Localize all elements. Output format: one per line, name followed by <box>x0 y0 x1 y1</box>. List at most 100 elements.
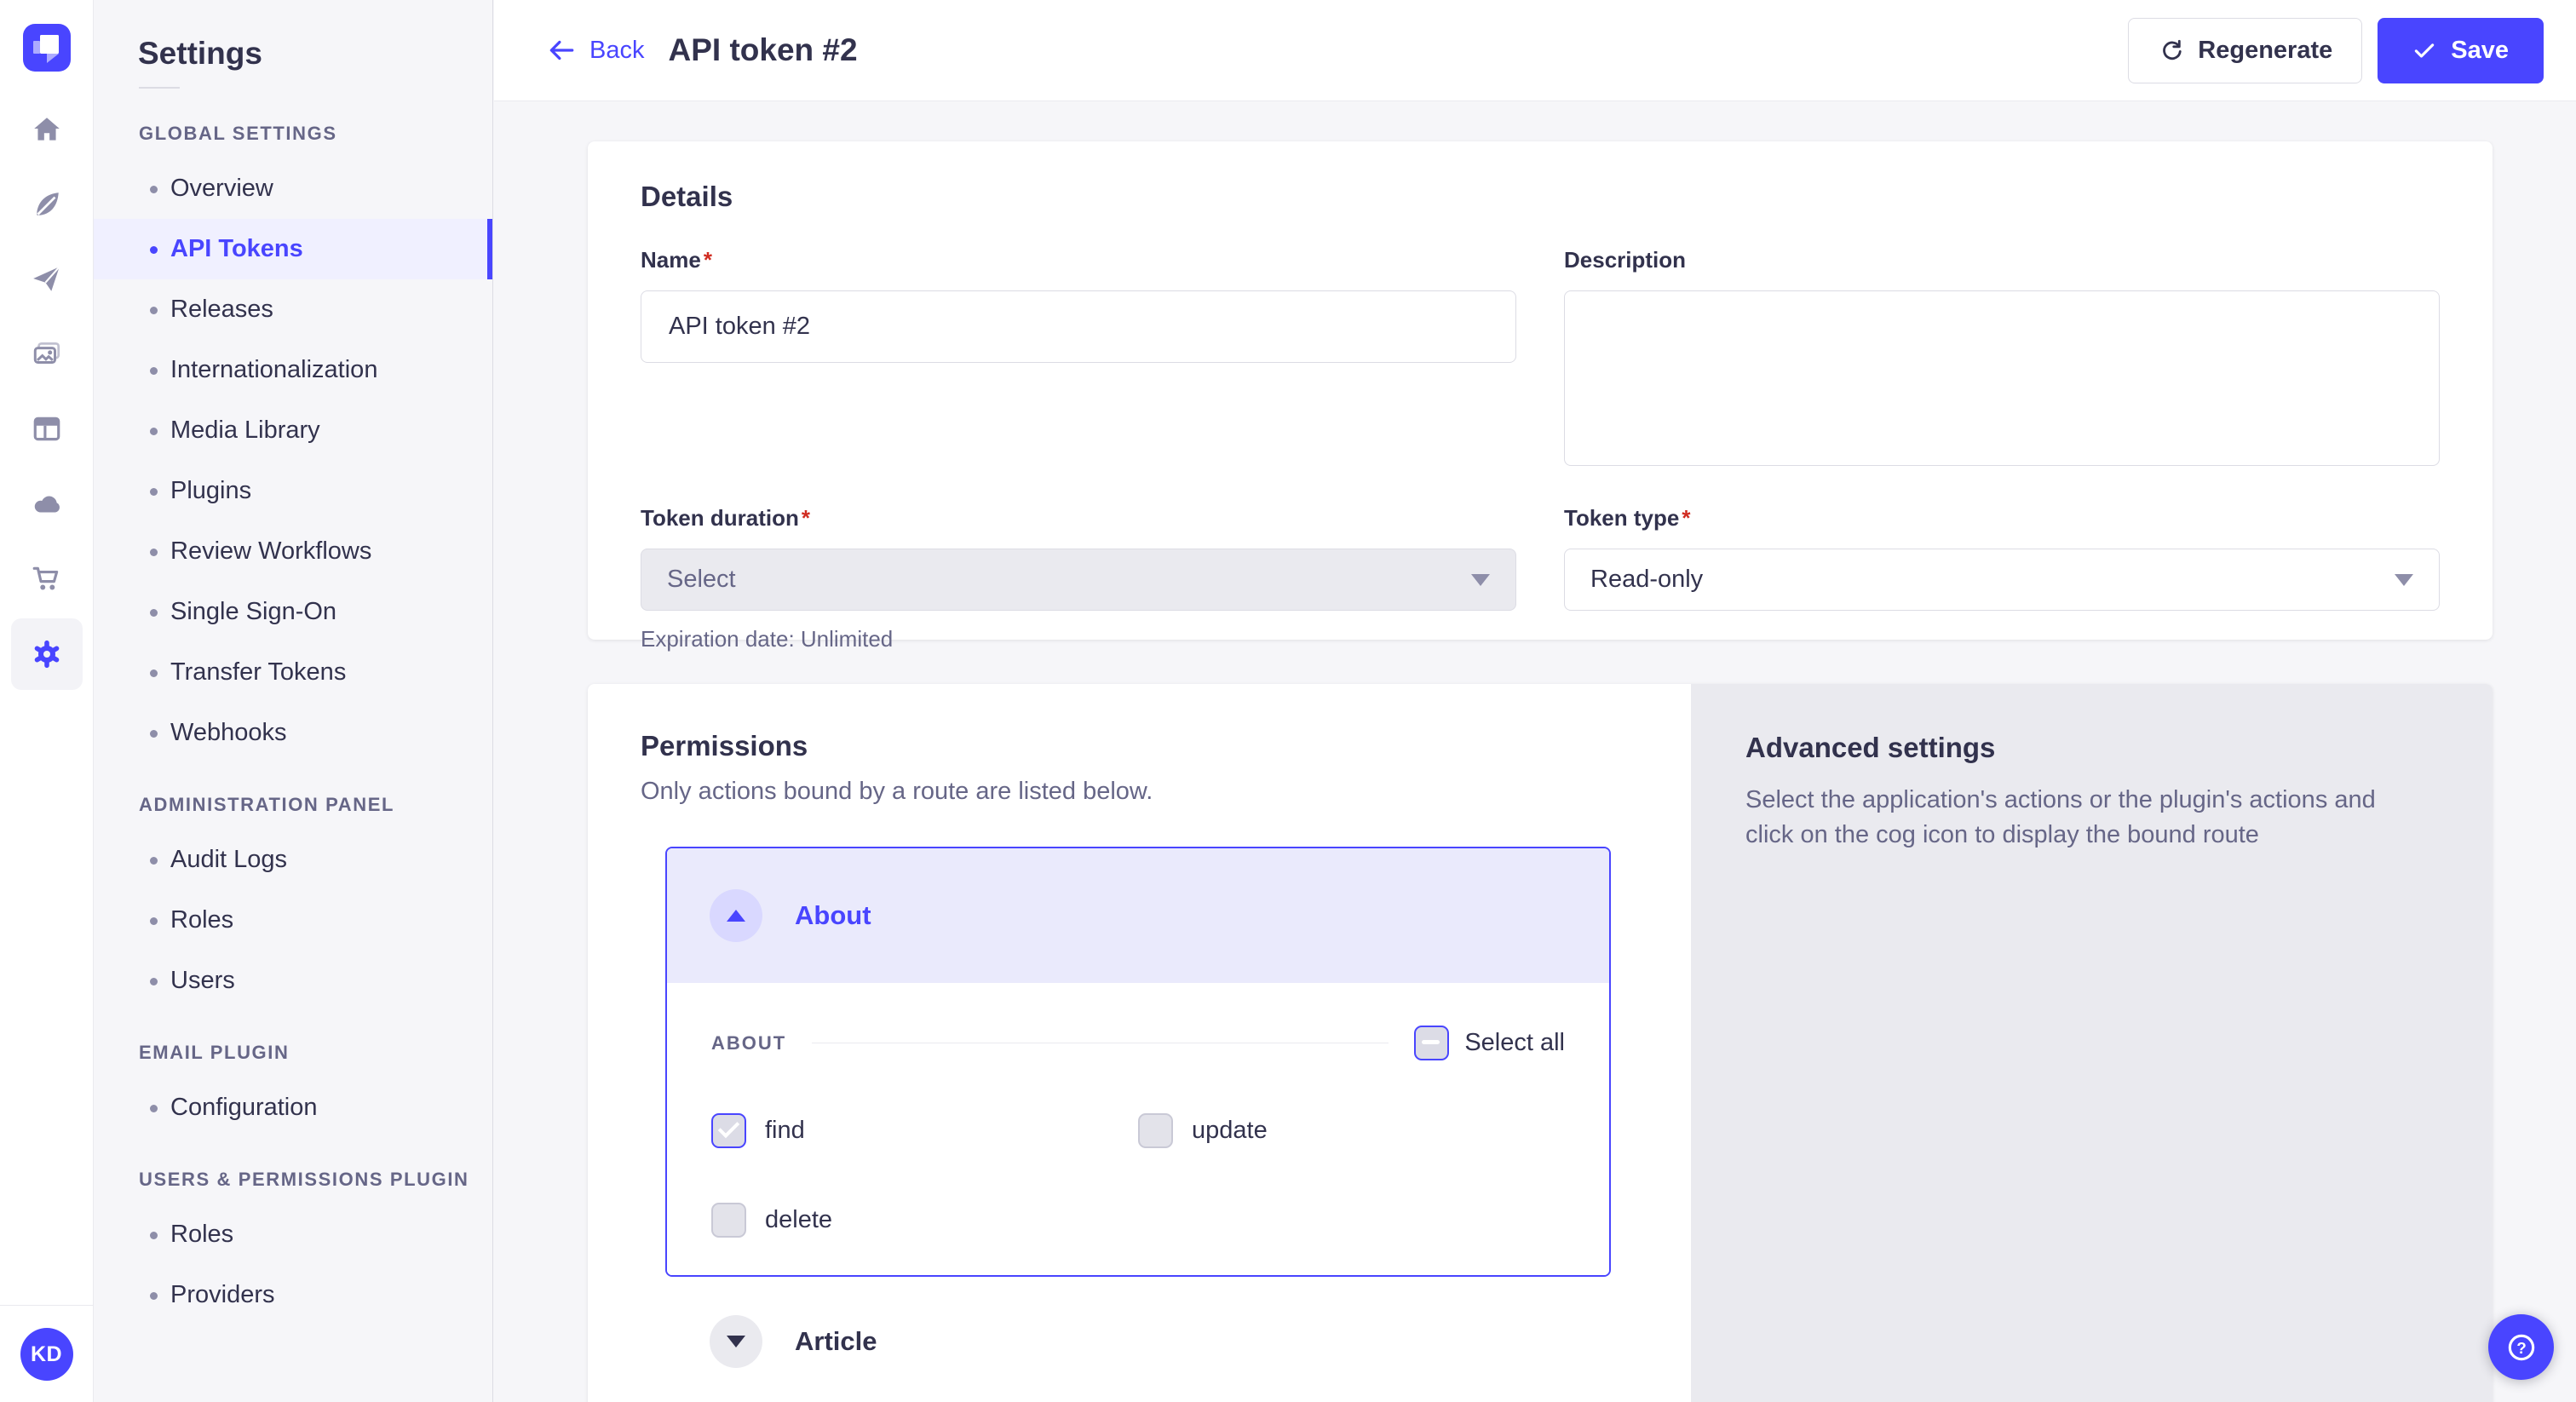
check-icon <box>2415 43 2435 58</box>
sidebar-item-media-library[interactable]: Media Library <box>94 400 492 461</box>
advanced-settings-title: Advanced settings <box>1745 732 1996 763</box>
main-content: Details Name * API token #2 Description T… <box>494 101 2576 1402</box>
sidebar-item-overview[interactable]: Overview <box>94 158 492 219</box>
action-checkbox[interactable] <box>711 1113 746 1148</box>
refresh-icon <box>2163 39 2182 60</box>
permission-action-delete[interactable]: delete <box>711 1203 1138 1238</box>
page-title: API token #2 <box>668 32 858 67</box>
strapi-logo-icon[interactable] <box>22 24 71 72</box>
permission-action-find[interactable]: find <box>711 1113 1138 1148</box>
sidebar-item-label: Overview <box>170 175 273 202</box>
required-asterisk: * <box>1682 505 1691 531</box>
required-asterisk: * <box>801 505 810 531</box>
sidebar-item-webhooks[interactable]: Webhooks <box>94 703 492 763</box>
action-checkbox[interactable] <box>711 1203 746 1238</box>
required-asterisk: * <box>703 247 712 273</box>
permission-action-update[interactable]: update <box>1138 1113 1565 1148</box>
select-all-control[interactable]: Select all <box>1414 1026 1565 1060</box>
bullet-icon <box>150 608 158 617</box>
svg-text:?: ? <box>2516 1339 2527 1357</box>
token-type-field-group: Token type * Read-only <box>1564 505 2440 652</box>
sidebar-item-label: Releases <box>170 296 273 323</box>
action-checkbox[interactable] <box>1138 1113 1173 1148</box>
sidebar-item-label: Configuration <box>170 1094 318 1121</box>
accordion-about-header[interactable]: About <box>667 848 1609 983</box>
sidebar-item-label: Providers <box>170 1281 275 1308</box>
help-button[interactable]: ? <box>2488 1314 2554 1380</box>
sidebar-item-releases[interactable]: Releases <box>94 279 492 340</box>
sidebar-item-label: Roles <box>170 1221 234 1248</box>
permissions-section: Permissions Only actions bound by a rout… <box>588 684 2493 1402</box>
about-section-label: ABOUT <box>711 1031 787 1054</box>
rail-divider <box>0 1305 93 1306</box>
permissions-title: Permissions <box>641 730 808 761</box>
expand-toggle[interactable] <box>710 1314 762 1368</box>
back-link[interactable]: Back <box>547 36 644 65</box>
sidebar-item-single-sign-on[interactable]: Single Sign-On <box>94 582 492 642</box>
advanced-settings-panel: Advanced settings Select the application… <box>1691 684 2493 1402</box>
settings-sidebar: Settings GLOBAL SETTINGS Overview API To… <box>94 0 493 1402</box>
sidebar-item-plugins[interactable]: Plugins <box>94 461 492 521</box>
arrow-left-icon <box>549 40 574 60</box>
cart-icon[interactable] <box>11 543 83 615</box>
description-label: Description <box>1564 247 1687 273</box>
sidebar-item-label: Transfer Tokens <box>170 658 347 686</box>
sidebar-item-label: Review Workflows <box>170 537 372 565</box>
sidebar-title-divider <box>139 87 180 89</box>
sidebar-item-configuration[interactable]: Configuration <box>94 1077 492 1138</box>
sidebar-item-providers[interactable]: Providers <box>94 1265 492 1325</box>
permissions-subtitle: Only actions bound by a route are listed… <box>641 778 1153 805</box>
help-question-icon: ? <box>2508 1334 2534 1360</box>
accordion-about: About ABOUT Select all <box>665 847 1611 1277</box>
bullet-icon <box>150 977 158 985</box>
sidebar-item-roles[interactable]: Roles <box>94 1204 492 1265</box>
sidebar-section-administration-panel: ADMINISTRATION PANEL <box>139 794 395 815</box>
select-all-label: Select all <box>1464 1029 1565 1056</box>
feather-icon[interactable] <box>11 169 83 240</box>
action-label: update <box>1192 1117 1268 1144</box>
settings-icon[interactable] <box>10 618 83 690</box>
sidebar-item-users[interactable]: Users <box>94 951 492 1011</box>
sidebar-item-internationalization[interactable]: Internationalization <box>94 340 492 400</box>
sidebar-section-global-settings: GLOBAL SETTINGS <box>139 123 337 144</box>
details-card: Details Name * API token #2 Description T… <box>588 141 2493 652</box>
sidebar-item-label: Internationalization <box>170 356 378 383</box>
details-title: Details <box>641 181 733 212</box>
cloud-icon[interactable] <box>11 468 83 540</box>
sidebar-item-label: Roles <box>170 906 234 934</box>
sidebar-item-api-tokens[interactable]: API Tokens <box>94 219 492 279</box>
bullet-icon <box>150 306 158 314</box>
user-avatar[interactable]: KD <box>20 1328 73 1381</box>
sidebar-item-audit-logs[interactable]: Audit Logs <box>94 830 492 890</box>
save-button[interactable]: Save <box>2378 17 2544 83</box>
regenerate-button[interactable]: Regenerate <box>2128 17 2363 83</box>
token-duration-field-group: Token duration * Select Expiration date: … <box>641 505 1516 652</box>
sidebar-item-roles[interactable]: Roles <box>94 890 492 951</box>
sidebar-item-label: Webhooks <box>170 719 287 746</box>
home-icon[interactable] <box>11 94 83 165</box>
description-field-group: Description <box>1564 247 2440 466</box>
select-all-checkbox[interactable] <box>1414 1026 1450 1060</box>
bullet-icon <box>150 1231 158 1239</box>
token-duration-select[interactable]: Select <box>641 549 1516 611</box>
sidebar-item-review-workflows[interactable]: Review Workflows <box>94 521 492 582</box>
paper-plane-icon[interactable] <box>11 244 83 315</box>
token-duration-label: Token duration <box>641 505 799 531</box>
media-library-icon[interactable] <box>11 319 83 390</box>
token-type-select[interactable]: Read-only <box>1564 549 2440 611</box>
layout-icon[interactable] <box>11 394 83 465</box>
collapse-toggle[interactable] <box>710 889 762 942</box>
sidebar-item-transfer-tokens[interactable]: Transfer Tokens <box>94 642 492 703</box>
sidebar-item-label: Users <box>170 967 235 994</box>
sidebar-item-label: Audit Logs <box>170 846 288 873</box>
token-type-label: Token type <box>1564 505 1680 531</box>
sidebar-section-email-plugin: EMAIL PLUGIN <box>139 1042 290 1063</box>
description-textarea[interactable] <box>1564 290 2440 466</box>
back-label: Back <box>589 36 645 64</box>
accordion-article-header[interactable]: Article <box>665 1277 1611 1402</box>
permission-actions-grid: find update delete <box>711 1113 1565 1238</box>
bullet-icon <box>150 1104 158 1112</box>
name-input[interactable]: API token #2 <box>641 290 1516 363</box>
bullet-icon <box>150 548 158 556</box>
bullet-icon <box>150 916 158 925</box>
